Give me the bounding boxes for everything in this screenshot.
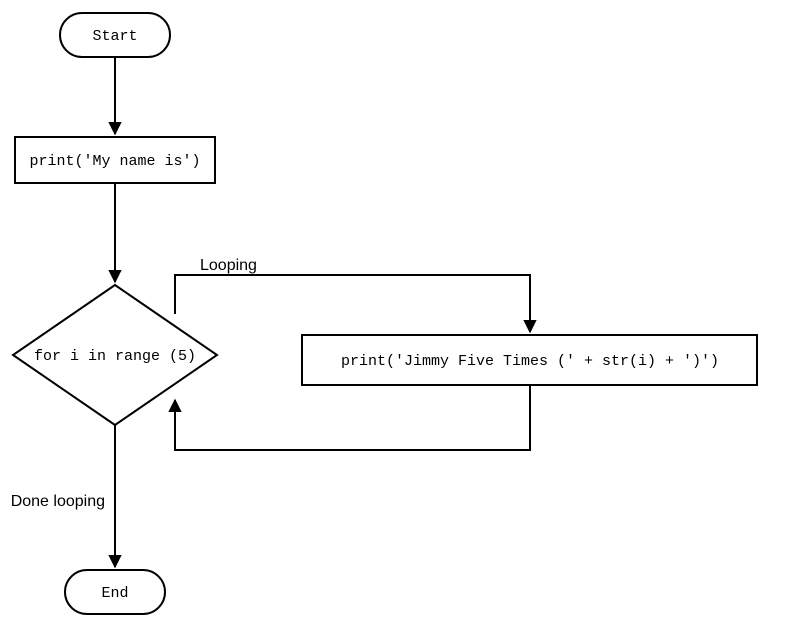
node-end-label: End: [101, 585, 128, 602]
node-print1-label: print('My name is'): [29, 153, 200, 170]
flowchart-canvas: Looping Done looping Start print('My nam…: [0, 0, 788, 629]
edge-label-done: Done looping: [11, 493, 105, 510]
node-end: End: [65, 570, 165, 614]
node-loop-label: for i in range (5): [34, 348, 196, 365]
node-print2: print('Jimmy Five Times (' + str(i) + ')…: [302, 335, 757, 385]
node-loop: for i in range (5): [13, 285, 217, 425]
edge-label-looping: Looping: [200, 257, 257, 274]
node-print2-label: print('Jimmy Five Times (' + str(i) + ')…: [341, 353, 719, 370]
edge-loop-to-end: Done looping: [11, 425, 115, 567]
edge-print2-to-loop: [175, 385, 530, 450]
node-print1: print('My name is'): [15, 137, 215, 183]
node-start: Start: [60, 13, 170, 57]
node-start-label: Start: [92, 28, 137, 45]
edge-loop-to-print2: Looping: [175, 257, 530, 332]
